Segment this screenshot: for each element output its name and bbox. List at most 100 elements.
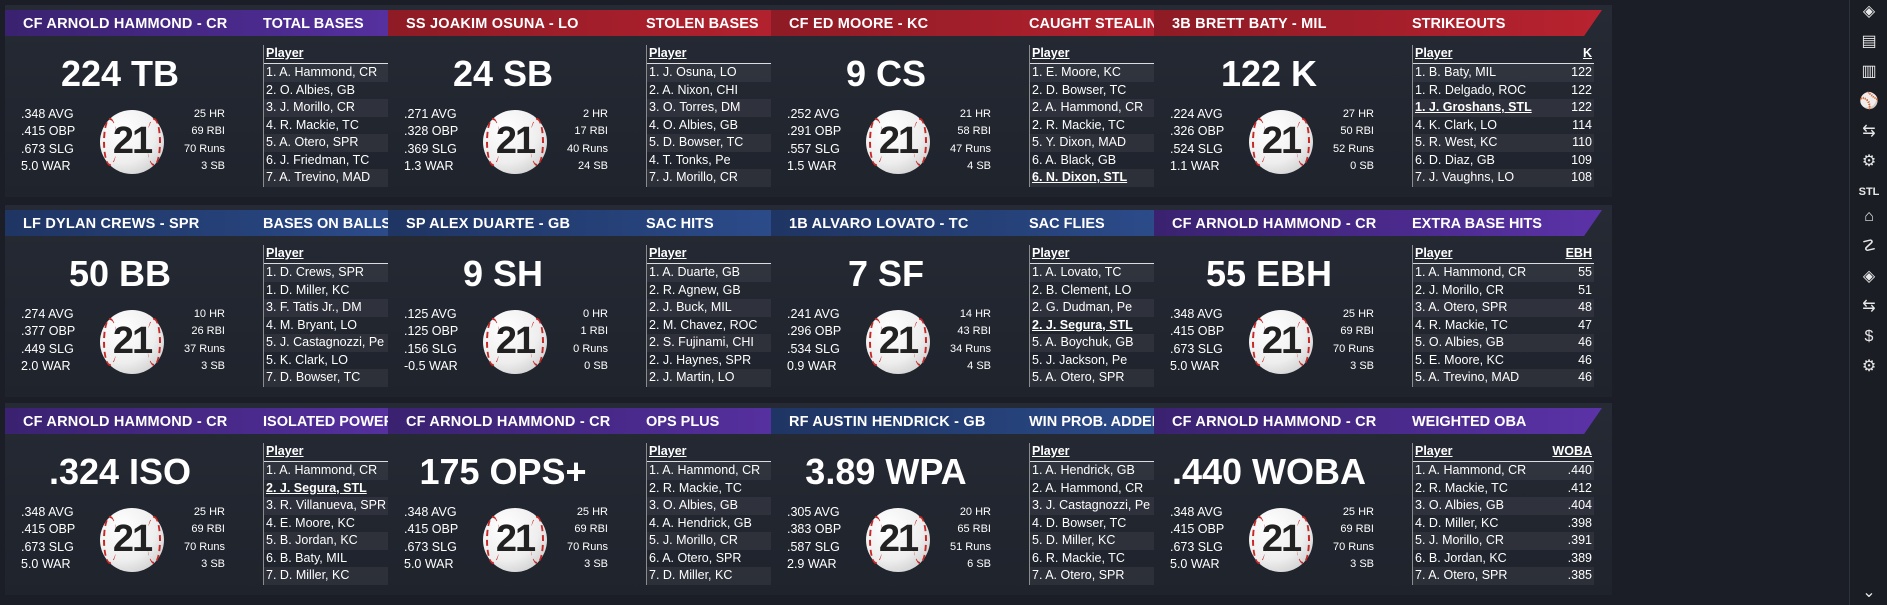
row-player[interactable]: 1. A. Lovato, TC xyxy=(1032,265,1122,279)
leader-card[interactable]: 3B BRETT BATY - MIL STRIKEOUTS 122 K .224 A… xyxy=(1154,5,1612,197)
chevron-down-icon[interactable]: ⌄ xyxy=(1862,584,1876,601)
table-row[interactable]: 6. D. Diaz, GB 109 xyxy=(1413,152,1594,170)
row-player[interactable]: 7. A. Trevino, MAD xyxy=(266,170,371,184)
row-player[interactable]: 5. Y. Dixon, MAD xyxy=(1032,135,1127,149)
row-player[interactable]: 3. O. Albies, GB xyxy=(649,498,738,512)
row-player[interactable]: 6. N. Dixon, STL xyxy=(1032,170,1128,184)
row-player[interactable]: 1. R. Delgado, ROC xyxy=(1415,82,1527,97)
row-player[interactable]: 1. A. Duarte, GB xyxy=(649,265,741,279)
row-player[interactable]: 4. K. Clark, LO xyxy=(1415,117,1497,132)
row-player[interactable]: 2. R. Mackie, TC xyxy=(1415,480,1508,495)
row-player[interactable]: 5. O. Albies, GB xyxy=(1415,335,1504,349)
leader-player-name[interactable]: CF ARNOLD HAMMOND - CR xyxy=(23,16,228,32)
table-row[interactable]: 4. R. Mackie, TC 47 xyxy=(1413,317,1594,335)
row-player[interactable]: 2. A. Hammond, CR xyxy=(1032,480,1144,495)
row-player[interactable]: 3. J. Morillo, CR xyxy=(266,100,355,114)
column-header-player[interactable]: Player xyxy=(649,246,687,260)
leader-player-name[interactable]: CF ARNOLD HAMMOND - CR xyxy=(406,414,611,430)
row-player[interactable]: 2. A. Nixon, CHI xyxy=(649,82,738,97)
column-header-player[interactable]: Player xyxy=(1032,46,1070,60)
table-row[interactable]: 4. K. Clark, LO 114 xyxy=(1413,117,1594,135)
row-player[interactable]: 5. B. Jordan, KC xyxy=(266,533,358,547)
row-player[interactable]: 2. J. Haynes, SPR xyxy=(649,352,752,367)
row-player[interactable]: 5. E. Moore, KC xyxy=(1415,352,1504,367)
trade-arrows-icon-2[interactable]: ⇆ xyxy=(1862,298,1876,315)
leader-player-name[interactable]: CF ED MOORE - KC xyxy=(789,16,929,32)
leader-card[interactable]: CF ARNOLD HAMMOND - CR EXTRA BASE HITS 55 … xyxy=(1154,205,1612,397)
table-row[interactable]: 1. J. Groshans, STL 122 xyxy=(1413,99,1594,117)
row-player[interactable]: 1. J. Osuna, LO xyxy=(649,65,737,79)
row-player[interactable]: 6. D. Diaz, GB xyxy=(1415,152,1495,167)
row-player[interactable]: 1. A. Hendrick, GB xyxy=(1032,463,1135,477)
row-player[interactable]: 7. D. Miller, KC xyxy=(266,568,350,582)
row-player[interactable]: 5. A. Trevino, MAD xyxy=(1415,370,1520,384)
row-player[interactable]: 1. E. Moore, KC xyxy=(1032,65,1121,79)
row-player[interactable]: 6. R. Mackie, TC xyxy=(1032,550,1125,565)
row-player[interactable]: 5. D. Miller, KC xyxy=(1032,533,1116,547)
row-player[interactable]: 2. R. Agnew, GB xyxy=(649,282,741,297)
leader-player-name[interactable]: CF ARNOLD HAMMOND - CR xyxy=(23,414,228,430)
row-player[interactable]: 5. A. Boychuk, GB xyxy=(1032,335,1134,349)
row-player[interactable]: 1. A. Hammond, CR xyxy=(1415,463,1527,477)
row-player[interactable]: 7. A. Otero, SPR xyxy=(1415,568,1508,582)
table-row[interactable]: 4. D. Miller, KC .398 xyxy=(1413,515,1594,533)
row-player[interactable]: 3. O. Albies, GB xyxy=(1415,498,1504,512)
row-player[interactable]: 1. A. Hammond, CR xyxy=(266,463,378,477)
dollar-icon[interactable]: $ xyxy=(1864,328,1874,345)
column-header-player[interactable]: Player xyxy=(1415,246,1453,260)
row-player[interactable]: 5. R. West, KC xyxy=(1415,135,1498,149)
row-player[interactable]: 7. A. Otero, SPR xyxy=(1032,568,1125,582)
team-label[interactable]: STL xyxy=(1858,186,1880,198)
row-player[interactable]: 1. J. Groshans, STL xyxy=(1415,100,1532,114)
row-player[interactable]: 2. J. Morillo, CR xyxy=(1415,282,1504,297)
leader-card[interactable]: SP ALEX DUARTE - GB SAC HITS 9 SH .125 AVG.… xyxy=(388,205,846,397)
leader-player-name[interactable]: SS JOAKIM OSUNA - LO xyxy=(406,16,579,32)
leader-player-name[interactable]: CF ARNOLD HAMMOND - CR xyxy=(1172,216,1377,232)
row-player[interactable]: 2. J. Segura, STL xyxy=(1032,317,1133,332)
row-player[interactable]: 2. J. Buck, MIL xyxy=(649,300,732,314)
leader-player-name[interactable]: RF AUSTIN HENDRICK - GB xyxy=(789,414,986,430)
gear-icon[interactable]: ⚙ xyxy=(1861,153,1877,170)
column-header-player[interactable]: Player xyxy=(266,46,304,60)
row-player[interactable]: 5. J. Morillo, CR xyxy=(649,533,738,547)
row-player[interactable]: 4. R. Mackie, TC xyxy=(266,117,359,132)
leader-card[interactable]: CF ED MOORE - KC CAUGHT STEALING 9 CS .252 … xyxy=(771,5,1229,197)
row-player[interactable]: 2. J. Segura, STL xyxy=(266,480,367,495)
leader-card[interactable]: LF DYLAN CREWS - SPR BASES ON BALLS 50 BB.… xyxy=(5,205,463,397)
row-player[interactable]: 6. J. Friedman, TC xyxy=(266,152,370,167)
table-row[interactable]: 7. J. Vaughns, LO 108 xyxy=(1413,169,1594,187)
table-row[interactable]: 1. A. Hammond, CR 55 xyxy=(1413,264,1594,282)
row-player[interactable]: 5. A. Otero, SPR xyxy=(1032,370,1125,384)
row-player[interactable]: 3. A. Otero, SPR xyxy=(1415,300,1508,314)
bar-chart-icon[interactable]: ▥ xyxy=(1861,63,1877,80)
table-row[interactable]: 1. B. Baty, MIL 122 xyxy=(1413,64,1594,82)
row-player[interactable]: 5. D. Bowser, TC xyxy=(649,135,744,149)
row-player[interactable]: 4. E. Moore, KC xyxy=(266,515,355,530)
leader-card[interactable]: CF ARNOLD HAMMOND - CR ISOLATED POWER .324… xyxy=(5,403,463,595)
row-player[interactable]: 2. R. Mackie, TC xyxy=(1032,117,1125,132)
row-player[interactable]: 1. B. Baty, MIL xyxy=(1415,65,1497,79)
row-player[interactable]: 4. M. Bryant, LO xyxy=(266,317,358,332)
table-row[interactable]: 1. R. Delgado, ROC 122 xyxy=(1413,82,1594,100)
leader-card[interactable]: RF AUSTIN HENDRICK - GB WIN PROB. ADDED 3.… xyxy=(771,403,1229,595)
leader-player-name[interactable]: CF ARNOLD HAMMOND - CR xyxy=(1172,414,1377,430)
column-header-stat[interactable]: WOBA xyxy=(1552,444,1592,458)
table-row[interactable]: 5. O. Albies, GB 46 xyxy=(1413,334,1594,352)
row-player[interactable]: 6. A. Black, GB xyxy=(1032,152,1117,167)
column-header-stat[interactable]: EBH xyxy=(1565,246,1592,260)
table-row[interactable]: 5. R. West, KC 110 xyxy=(1413,134,1594,152)
table-row[interactable]: 3. O. Albies, GB .404 xyxy=(1413,497,1594,515)
leader-card[interactable]: CF ARNOLD HAMMOND - CR WEIGHTED OBA .440 W… xyxy=(1154,403,1612,595)
table-row[interactable]: 2. R. Mackie, TC .412 xyxy=(1413,480,1594,498)
row-player[interactable]: 7. J. Morillo, CR xyxy=(649,170,738,184)
row-player[interactable]: 4. O. Albies, GB xyxy=(649,117,738,132)
leader-player-name[interactable]: 1B ALVARO LOVATO - TC xyxy=(789,216,969,232)
leader-player-name[interactable]: SP ALEX DUARTE - GB xyxy=(406,216,571,232)
row-player[interactable]: 5. J. Morillo, CR xyxy=(1415,533,1504,547)
table-row[interactable]: 5. J. Morillo, CR .391 xyxy=(1413,532,1594,550)
row-player[interactable]: 5. A. Otero, SPR xyxy=(266,135,359,149)
row-player[interactable]: 2. D. Bowser, TC xyxy=(1032,82,1127,97)
row-player[interactable]: 1. A. Hammond, CR xyxy=(649,463,761,477)
column-header-player[interactable]: Player xyxy=(266,444,304,458)
row-player[interactable]: 5. K. Clark, LO xyxy=(266,352,348,367)
